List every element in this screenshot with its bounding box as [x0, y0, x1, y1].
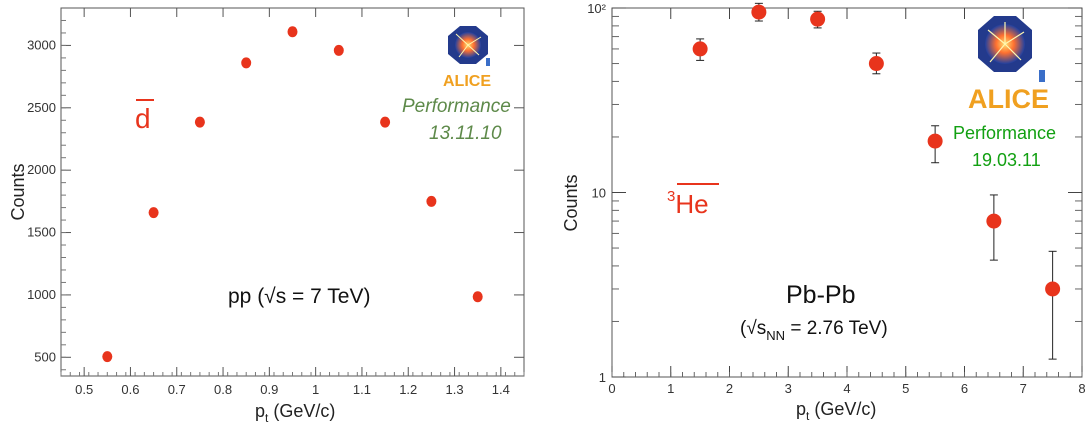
right-data-point: [692, 41, 708, 57]
right-x-axis-title: pt (GeV/c): [796, 399, 876, 423]
right-y-tick-label: 10: [592, 186, 606, 201]
right-data-point: [986, 213, 1002, 229]
right-data-point: [810, 11, 826, 27]
left-system-label: pp (√s = 7 TeV): [228, 285, 370, 308]
left-data-point: [380, 116, 391, 128]
right-alice-logo: ALICE: [968, 16, 1049, 114]
right-data-point: [1045, 281, 1061, 297]
right-particle-label: 3He: [667, 188, 709, 219]
left-y-tick-label: 2000: [27, 162, 56, 177]
left-y-tick-label: 500: [34, 349, 56, 364]
right-x-tick-label: 8: [1078, 381, 1085, 396]
left-y-tick-label: 1500: [27, 225, 56, 240]
right-x-tick-label: 0: [608, 381, 615, 396]
right-data-point: [751, 4, 767, 20]
left-x-tick-label: 1.2: [399, 382, 417, 397]
right-x-tick-label: 3: [785, 381, 792, 396]
left-x-tick-label: 1: [312, 382, 319, 397]
right-data-point: [927, 133, 943, 149]
left-y-tick-label: 3000: [27, 37, 56, 52]
svg-text:ALICE: ALICE: [443, 73, 491, 90]
left-y-tick-label: 1000: [27, 287, 56, 302]
right-y-tick-label: 1: [599, 370, 606, 385]
left-y-tick-label: 2500: [27, 100, 56, 115]
left-data-point: [148, 207, 159, 219]
right-performance-label: Performance: [953, 123, 1056, 143]
right-system-energy: (√sNN = 2.76 TeV): [740, 318, 888, 343]
left-x-tick-label: 0.7: [168, 382, 186, 397]
left-plot-frame: [60, 7, 525, 377]
right-x-tick-label: 4: [843, 381, 850, 396]
left-x-tick-label: 1.1: [353, 382, 371, 397]
left-data-points: [102, 26, 483, 363]
left-x-tick-label: 0.5: [75, 382, 93, 397]
left-x-axis-title: pt (GeV/c): [255, 401, 335, 425]
left-x-tick-label: 1.4: [492, 382, 510, 397]
right-x-tick-label: 5: [902, 381, 909, 396]
right-performance-date: 19.03.11: [972, 150, 1041, 170]
left-axis-ticks: 0.5 0.6 0.7 0.8 0.9 1 1.1 1.2 1.3 1.4 500 1000 1500 2…: [27, 8, 525, 397]
right-data-points: [692, 2, 1061, 360]
left-data-point: [194, 116, 205, 128]
left-data-point: [287, 26, 298, 38]
right-x-tick-label: 1: [667, 381, 674, 396]
left-chart: 0.5 0.6 0.7 0.8 0.9 1 1.1 1.2 1.3 1.4 500 1000 1500 2…: [8, 7, 525, 425]
right-y-tick-label: 10²: [587, 1, 606, 16]
left-x-tick-label: 1.3: [446, 382, 464, 397]
left-performance-date: 13.11.10: [429, 123, 502, 144]
left-data-point: [241, 57, 252, 69]
right-y-axis-title: Counts: [561, 174, 581, 231]
left-x-tick-label: 0.9: [260, 382, 278, 397]
right-x-tick-label: 7: [1020, 381, 1027, 396]
right-system-label: Pb-Pb: [786, 281, 855, 309]
left-x-tick-label: 0.8: [214, 382, 232, 397]
left-particle-label: d: [135, 103, 151, 134]
right-x-tick-label: 2: [726, 381, 733, 396]
left-data-point: [333, 44, 344, 56]
left-data-point: [102, 351, 113, 363]
svg-text:ALICE: ALICE: [968, 84, 1049, 114]
left-data-point: [472, 291, 483, 303]
left-performance-label: Performance: [402, 96, 511, 117]
left-x-tick-label: 0.6: [121, 382, 139, 397]
right-x-tick-label: 6: [961, 381, 968, 396]
left-alice-logo: ALICE: [443, 26, 491, 90]
left-data-point: [426, 195, 437, 207]
right-data-point: [868, 56, 884, 72]
left-y-axis-title: Counts: [8, 163, 28, 220]
